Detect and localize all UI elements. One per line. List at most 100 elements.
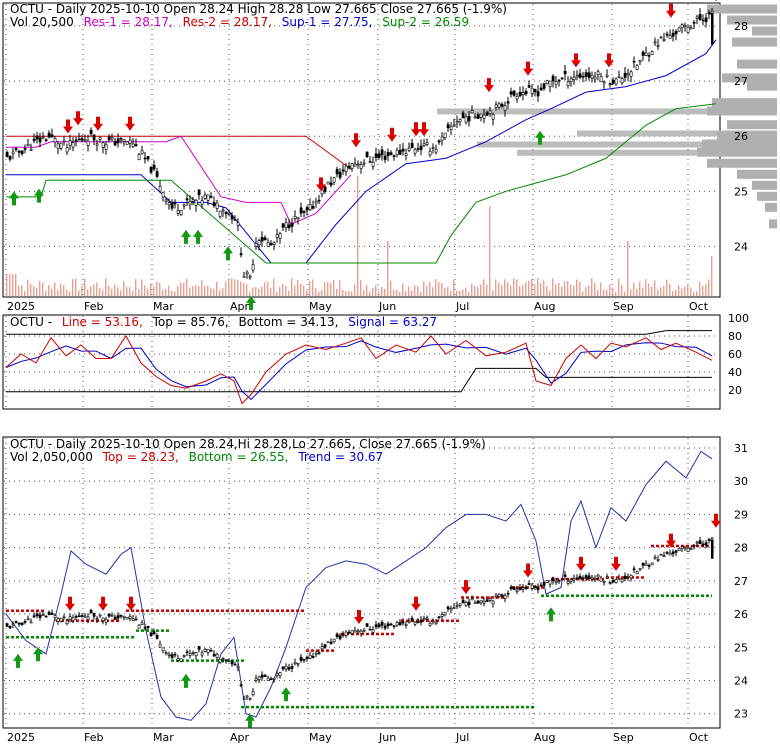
- volume-bar: [252, 287, 254, 296]
- candle-body: [110, 137, 114, 140]
- candle-body: [353, 163, 357, 167]
- volume-bar: [651, 286, 653, 296]
- candle-body: [518, 91, 522, 97]
- candle-body: [467, 116, 471, 122]
- candle-body: [44, 139, 48, 141]
- candle-body: [497, 594, 501, 597]
- candle-body: [5, 152, 9, 158]
- candle-body: [140, 150, 144, 155]
- volume-bar: [132, 290, 134, 296]
- price-y-tick: 24: [734, 240, 748, 253]
- buy-arrow: [546, 607, 556, 622]
- trend-y-tick: 31: [734, 442, 748, 455]
- volume-bar: [327, 282, 329, 296]
- candle-body: [611, 580, 615, 583]
- candle-body: [419, 145, 423, 151]
- volume-bar: [693, 291, 695, 296]
- volume-bar: [270, 288, 272, 296]
- volume-bar: [486, 284, 488, 296]
- sell-arrow: [98, 596, 108, 611]
- candle-body: [137, 154, 141, 160]
- volume-bar: [609, 284, 611, 296]
- candle-body: [221, 658, 225, 660]
- sell-arrow: [93, 116, 103, 131]
- volume-bar: [411, 290, 413, 296]
- candle-body: [200, 652, 204, 656]
- candle-body: [26, 144, 30, 147]
- volume-bar: [429, 281, 431, 296]
- candle-body: [665, 33, 669, 36]
- volume-bar: [366, 285, 368, 296]
- candle-body: [683, 546, 687, 549]
- volume-profile-bar: [707, 158, 777, 168]
- candle-body: [302, 658, 306, 661]
- volume-bar: [15, 274, 17, 296]
- trend-header-top: Top = 28.23,: [102, 450, 179, 464]
- candle-body: [512, 90, 516, 96]
- candle-body: [299, 207, 303, 214]
- price-header-sup1: Sup-1 = 27.75,: [282, 15, 373, 29]
- buy-arrow: [13, 653, 23, 668]
- candle-body: [656, 559, 660, 561]
- candle-body: [680, 24, 684, 29]
- price-header-title: OCTU - Daily 2025-10-10 Open 28.24 High …: [10, 2, 507, 16]
- volume-profile-bar: [727, 15, 777, 25]
- candle-body: [668, 553, 672, 556]
- candle-body: [8, 156, 12, 160]
- volume-bar: [249, 291, 251, 296]
- candle-body: [134, 618, 138, 621]
- volume-profile-bar: [765, 202, 777, 212]
- volume-bar: [48, 285, 50, 296]
- candle-body: [668, 35, 672, 39]
- candle-body: [50, 134, 54, 138]
- volume-bar: [126, 287, 128, 296]
- volume-bar: [687, 284, 689, 296]
- sell-arrow: [63, 119, 73, 134]
- candle-body: [392, 155, 396, 158]
- trend-x-tick: 2025: [7, 731, 35, 744]
- volume-bar: [78, 290, 80, 296]
- candle-body: [464, 602, 468, 606]
- grid-lines: [4, 4, 719, 727]
- candle-body: [521, 587, 525, 590]
- trend-y-tick: 30: [734, 475, 748, 488]
- candle-body: [335, 169, 339, 175]
- candle-body: [701, 19, 705, 22]
- candle-body: [581, 75, 585, 78]
- volume-bar: [699, 281, 701, 296]
- candle-body: [5, 623, 9, 627]
- candle-body: [38, 614, 42, 618]
- candle-body: [38, 137, 42, 143]
- candle-body: [218, 658, 222, 663]
- candle-body: [320, 189, 324, 195]
- volume-bar: [654, 280, 656, 296]
- candle-body: [206, 194, 210, 201]
- volume-bar: [6, 274, 8, 296]
- volume-bar: [675, 289, 677, 296]
- candle-body: [251, 691, 255, 696]
- volume-bar: [87, 289, 89, 296]
- volume-bar: [66, 289, 68, 296]
- candle-body: [263, 674, 267, 677]
- candle-body: [695, 541, 699, 544]
- candle-body: [374, 153, 378, 158]
- volume-bar: [606, 289, 608, 296]
- candle-body: [587, 72, 591, 78]
- oscillator-header: OCTU - Line = 53.16, Top = 85.76, Bottom…: [10, 315, 437, 329]
- volume-bar: [105, 278, 107, 296]
- candle-body: [515, 95, 519, 100]
- volume-profile-bar: [437, 108, 777, 115]
- buy-arrow: [181, 673, 191, 688]
- volume-bar: [474, 285, 476, 296]
- candle-body: [653, 556, 657, 559]
- volume-bar: [543, 280, 545, 296]
- candle-body: [311, 656, 315, 658]
- candle-body: [497, 103, 501, 108]
- volume-bar: [180, 282, 182, 296]
- candle-body: [23, 621, 27, 623]
- volume-bar: [144, 285, 146, 296]
- volume-bar: [678, 285, 680, 296]
- candle-body: [65, 620, 69, 624]
- candle-body: [362, 629, 366, 632]
